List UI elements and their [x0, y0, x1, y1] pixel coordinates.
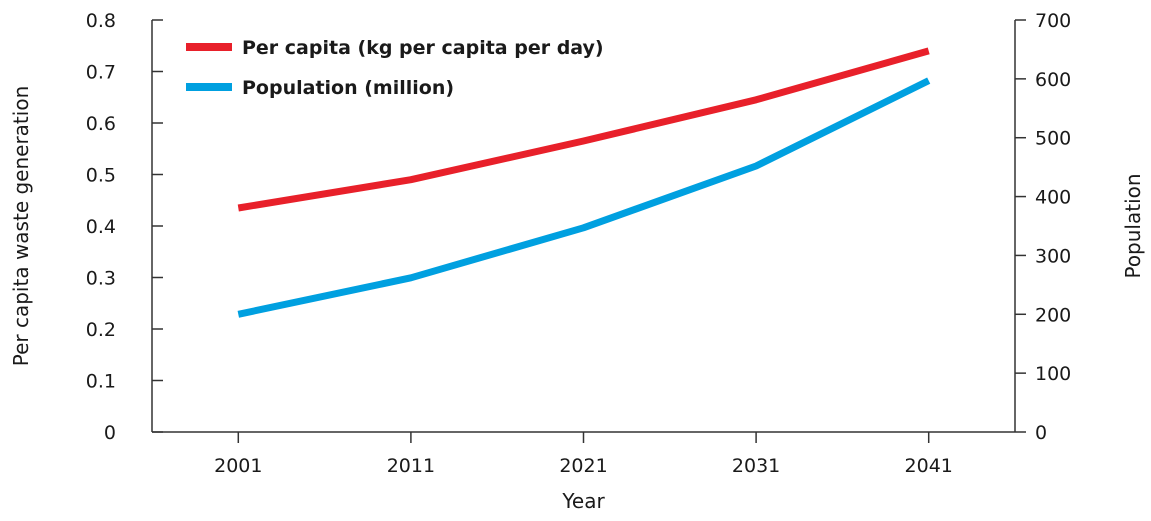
- right-y-tick-label: 400: [1035, 187, 1071, 209]
- left-y-tick-label: 0.3: [86, 268, 116, 290]
- left-y-tick-label: 0.5: [86, 165, 116, 187]
- right-y-tick-label: 0: [1035, 422, 1047, 444]
- left-y-tick-label: 0.1: [86, 371, 116, 393]
- legend-label-per-capita: Per capita (kg per capita per day): [242, 37, 604, 59]
- population-series-line: [237, 77, 931, 318]
- left-y-tick-label: 0.4: [86, 216, 116, 238]
- left-y-tick-label: 0.2: [86, 319, 116, 341]
- left-y-axis-title: Per capita waste generation: [9, 86, 33, 367]
- legend-label-population: Population (million): [242, 77, 454, 99]
- x-tick-label: 2001: [214, 455, 262, 477]
- x-tick-label: 2041: [905, 455, 953, 477]
- ticks: 0 0.1 0.2 0.3 0.4 0.5 0.6 0.7 0.8 0 100 200 300 400 50…: [86, 10, 1071, 477]
- left-y-tick-label: 0.8: [86, 10, 116, 32]
- right-y-tick-label: 600: [1035, 69, 1071, 91]
- left-y-tick-label: 0.6: [86, 113, 116, 135]
- x-tick-label: 2031: [732, 455, 780, 477]
- right-y-tick-label: 300: [1035, 245, 1071, 267]
- x-tick-label: 2021: [559, 455, 607, 477]
- right-y-tick-label: 200: [1035, 304, 1071, 326]
- right-y-tick-label: 100: [1035, 363, 1071, 385]
- legend: Per capita (kg per capita per day) Popula…: [186, 37, 604, 99]
- x-tick-label: 2011: [387, 455, 435, 477]
- right-y-tick-label: 500: [1035, 128, 1071, 150]
- left-y-tick-label: 0: [104, 422, 116, 444]
- per-capita-series-line: [237, 47, 930, 212]
- right-y-axis-title: Population: [1121, 173, 1145, 278]
- right-y-tick-label: 700: [1035, 10, 1071, 32]
- left-y-tick-label: 0.7: [86, 62, 116, 84]
- x-axis-title: Year: [561, 489, 605, 513]
- series-lines: [237, 47, 931, 318]
